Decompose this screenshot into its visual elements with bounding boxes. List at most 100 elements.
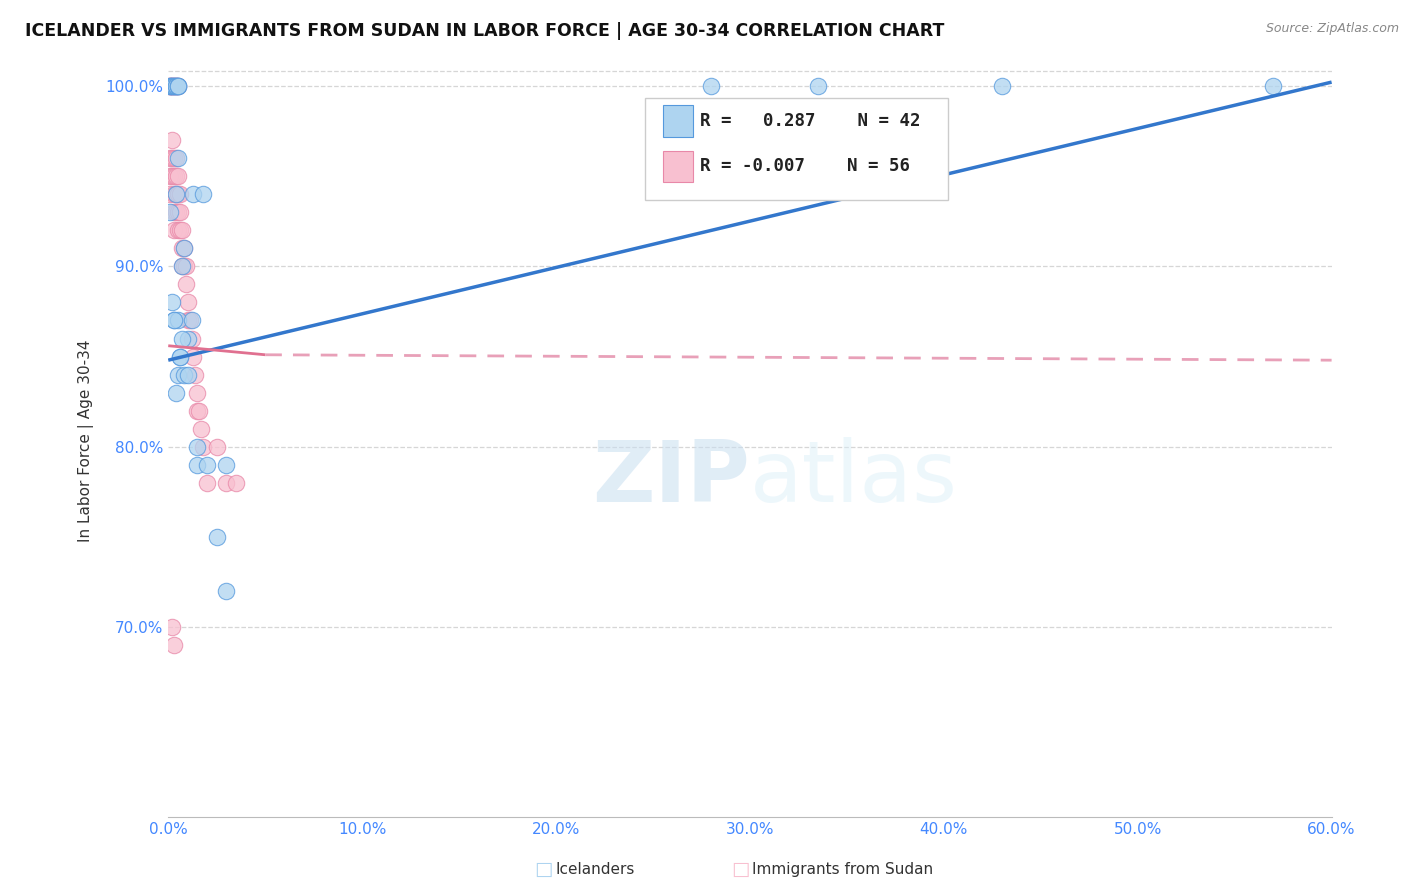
- Point: [165, 187, 187, 202]
- Point: [165, 385, 187, 400]
- Text: ICELANDER VS IMMIGRANTS FROM SUDAN IN LABOR FORCE | AGE 30-34 CORRELATION CHART: ICELANDER VS IMMIGRANTS FROM SUDAN IN LA…: [25, 22, 945, 40]
- Point: [163, 78, 186, 93]
- Point: [170, 331, 193, 345]
- Text: atlas: atlas: [749, 437, 957, 520]
- Text: Icelanders: Icelanders: [555, 863, 634, 877]
- Text: □: □: [534, 860, 553, 880]
- Point: [160, 78, 183, 93]
- Point: [165, 78, 187, 93]
- Point: [186, 440, 208, 454]
- Point: [165, 151, 187, 165]
- Point: [160, 169, 183, 183]
- Point: [165, 187, 187, 202]
- FancyBboxPatch shape: [662, 105, 693, 137]
- Point: [163, 78, 186, 93]
- Point: [165, 205, 187, 219]
- Point: [167, 151, 190, 165]
- Point: [165, 78, 187, 93]
- Point: [184, 368, 207, 382]
- Point: [174, 277, 197, 292]
- Point: [160, 620, 183, 634]
- Point: [159, 78, 181, 93]
- FancyBboxPatch shape: [645, 98, 948, 200]
- Point: [163, 205, 186, 219]
- Point: [163, 151, 186, 165]
- Point: [174, 260, 197, 274]
- Point: [215, 458, 238, 472]
- Point: [176, 331, 198, 345]
- Point: [195, 458, 218, 472]
- Point: [167, 78, 190, 93]
- Point: [163, 639, 186, 653]
- Point: [170, 223, 193, 237]
- Y-axis label: In Labor Force | Age 30-34: In Labor Force | Age 30-34: [79, 339, 94, 541]
- Point: [169, 350, 191, 364]
- Point: [165, 78, 187, 93]
- Point: [165, 78, 187, 93]
- Point: [173, 368, 195, 382]
- Point: [163, 78, 186, 93]
- Point: [163, 78, 186, 93]
- Point: [991, 78, 1014, 93]
- Point: [183, 187, 205, 202]
- Point: [160, 295, 183, 310]
- Point: [159, 78, 181, 93]
- Point: [1263, 78, 1285, 93]
- Text: R = -0.007    N = 56: R = -0.007 N = 56: [700, 157, 910, 175]
- Point: [159, 78, 181, 93]
- Point: [190, 422, 212, 436]
- Point: [186, 458, 208, 472]
- Point: [170, 260, 193, 274]
- Point: [180, 313, 202, 327]
- Point: [159, 151, 181, 165]
- Point: [160, 151, 183, 165]
- Point: [167, 169, 190, 183]
- Point: [225, 475, 247, 490]
- Text: R =   0.287    N = 42: R = 0.287 N = 42: [700, 112, 921, 129]
- Point: [170, 241, 193, 255]
- Point: [179, 313, 201, 327]
- Point: [180, 331, 202, 345]
- Point: [159, 78, 181, 93]
- FancyBboxPatch shape: [662, 151, 693, 182]
- Point: [169, 205, 191, 219]
- Point: [176, 313, 198, 327]
- Point: [160, 133, 183, 147]
- Point: [163, 313, 186, 327]
- Point: [186, 385, 208, 400]
- Point: [160, 78, 183, 93]
- Point: [215, 475, 238, 490]
- Point: [173, 241, 195, 255]
- Point: [191, 440, 214, 454]
- Point: [195, 475, 218, 490]
- Text: Immigrants from Sudan: Immigrants from Sudan: [752, 863, 934, 877]
- Point: [186, 403, 208, 417]
- Point: [170, 260, 193, 274]
- Point: [215, 584, 238, 599]
- Point: [700, 78, 723, 93]
- Point: [167, 368, 190, 382]
- Point: [159, 78, 181, 93]
- Point: [160, 78, 183, 93]
- Point: [167, 205, 190, 219]
- Point: [176, 295, 198, 310]
- Text: Source: ZipAtlas.com: Source: ZipAtlas.com: [1265, 22, 1399, 36]
- Point: [163, 313, 186, 327]
- Point: [205, 530, 228, 544]
- Point: [169, 187, 191, 202]
- Point: [191, 187, 214, 202]
- Point: [167, 223, 190, 237]
- Point: [167, 78, 190, 93]
- Text: ZIP: ZIP: [592, 437, 749, 520]
- Point: [169, 223, 191, 237]
- Point: [183, 350, 205, 364]
- Point: [160, 78, 183, 93]
- Point: [167, 78, 190, 93]
- Point: [159, 169, 181, 183]
- Point: [169, 350, 191, 364]
- Point: [167, 313, 190, 327]
- Point: [176, 368, 198, 382]
- Point: [163, 169, 186, 183]
- Point: [159, 187, 181, 202]
- Text: □: □: [731, 860, 749, 880]
